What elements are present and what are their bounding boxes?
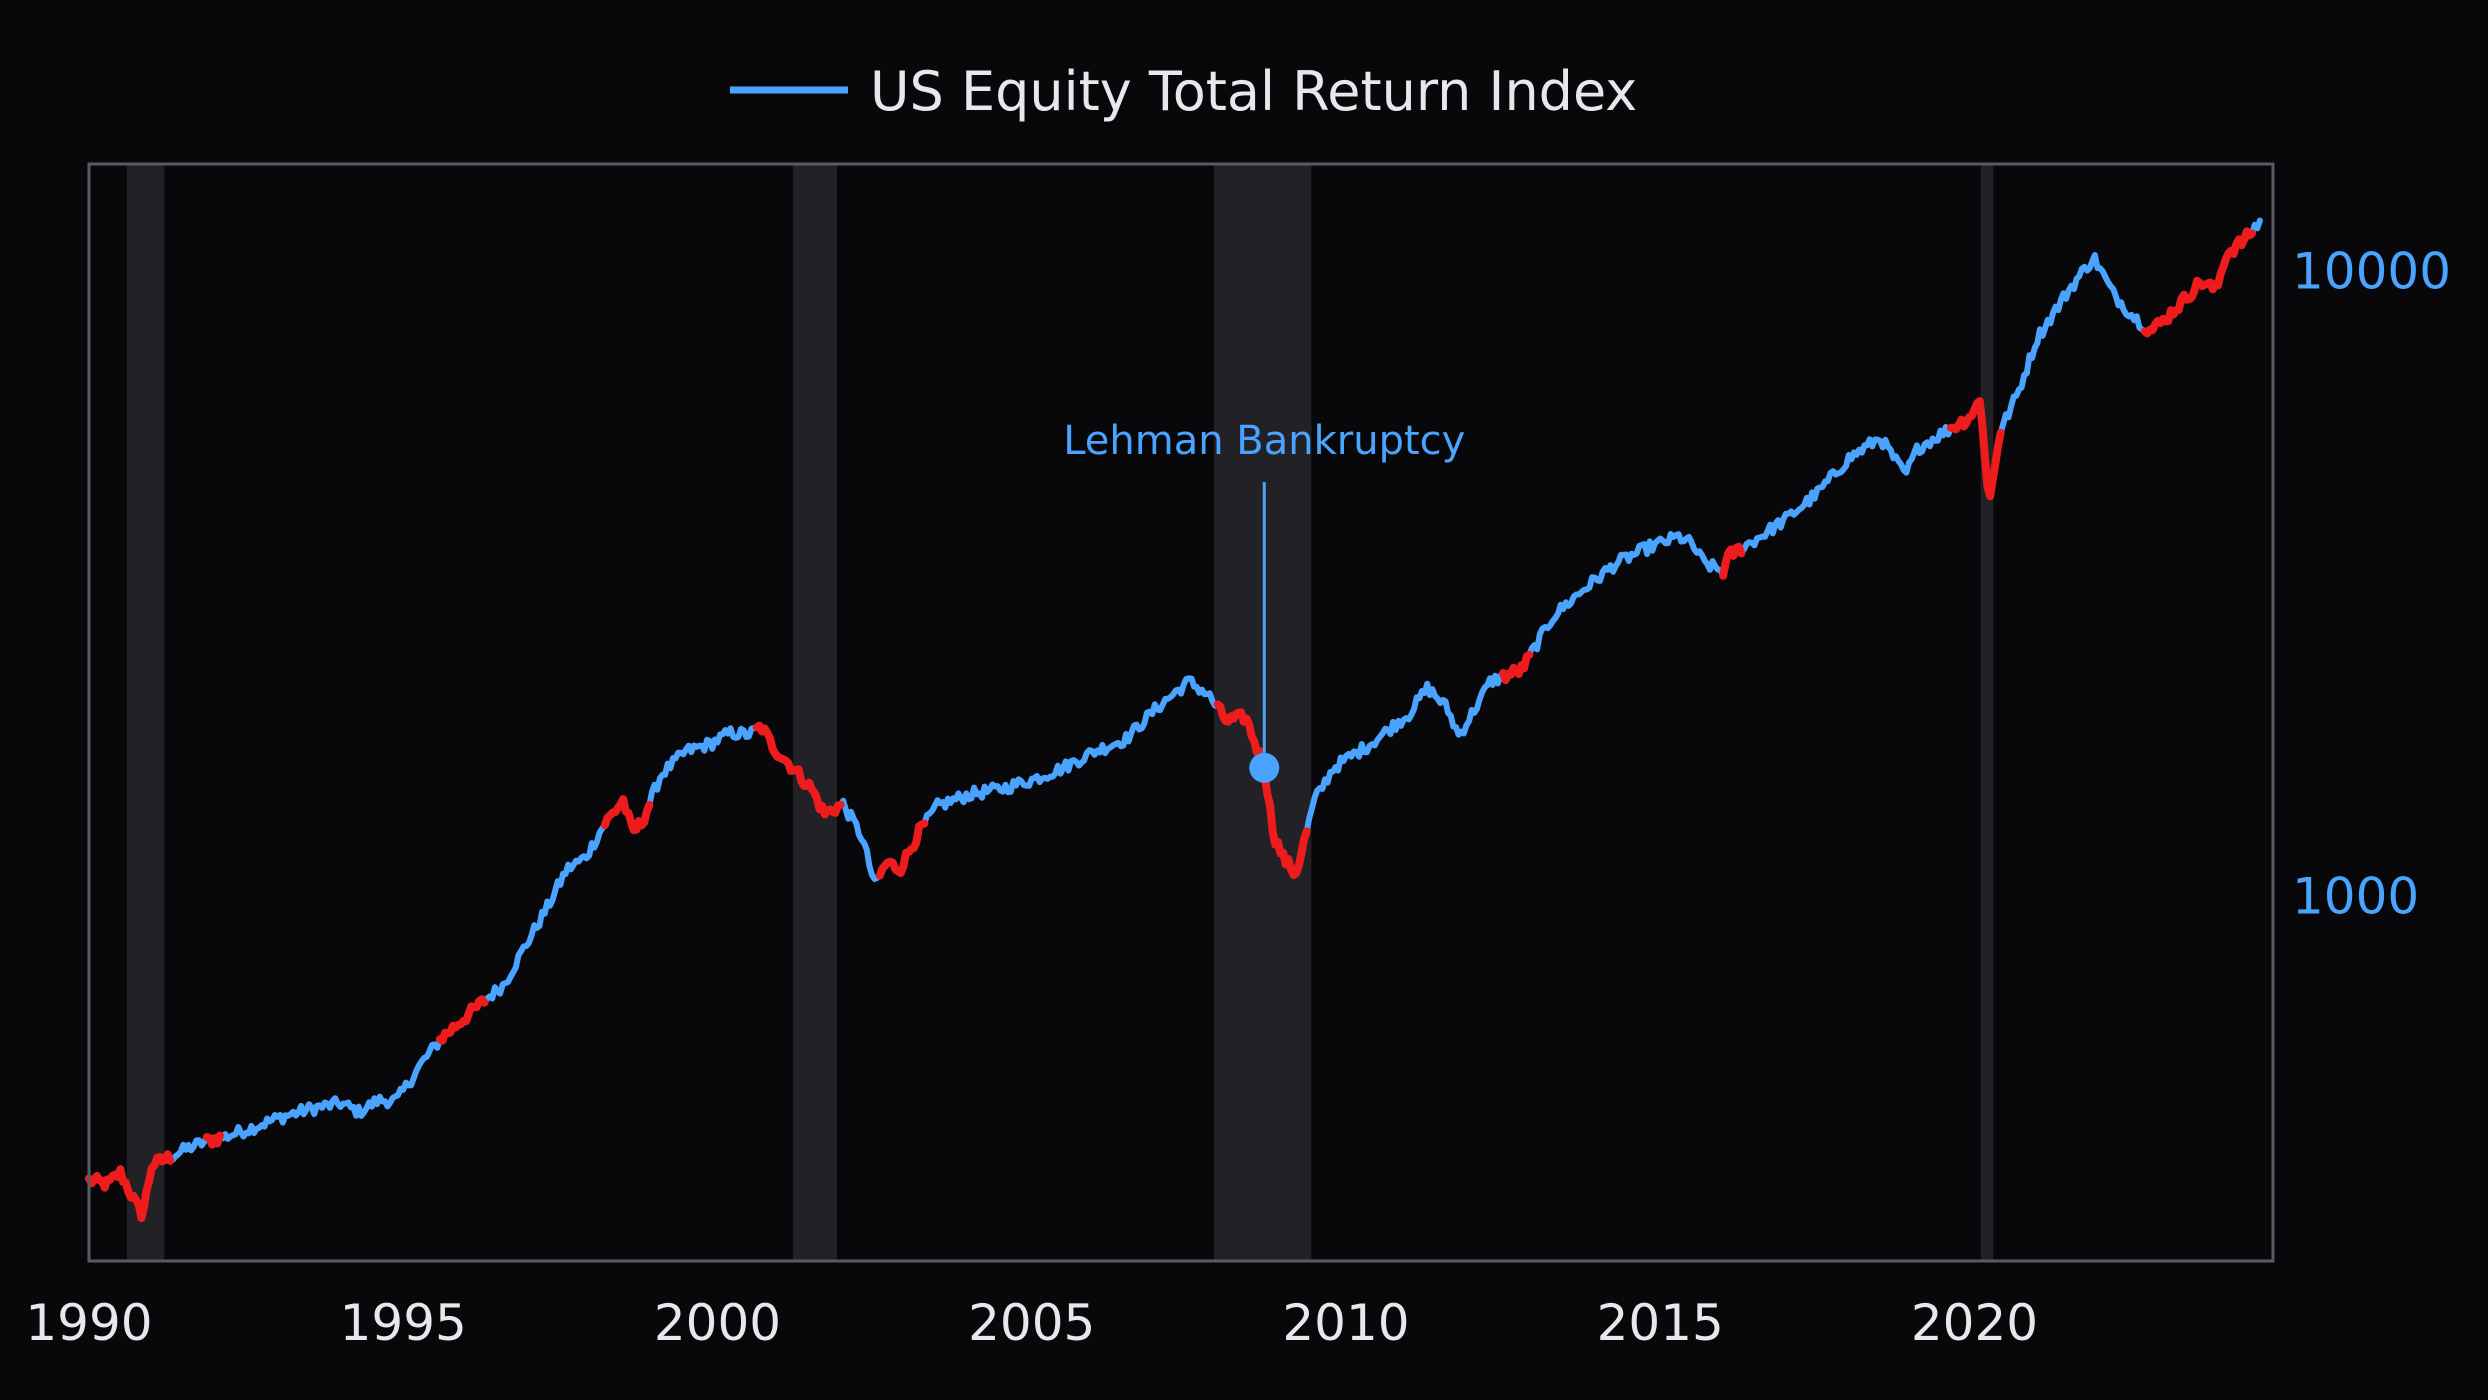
highlight-segment-9 — [1946, 397, 2005, 501]
highlight-segment-3 — [600, 795, 654, 835]
x-tick-label-2020: 2020 — [1911, 1294, 2038, 1352]
recession-band-0 — [126, 164, 165, 1261]
y-tick-label-1000: 1000 — [2292, 867, 2419, 925]
recession-band-3 — [1980, 164, 1994, 1261]
highlight-segment-10 — [2140, 227, 2257, 338]
highlight-segment-1 — [202, 1131, 224, 1149]
annotation-label: Lehman Bankruptcy — [1063, 418, 1465, 464]
x-tick-label-2005: 2005 — [968, 1294, 1095, 1352]
annotation-marker — [1249, 752, 1280, 783]
x-tick-label-2010: 2010 — [1282, 1294, 1409, 1352]
x-axis: 1990 1995 2000 2005 2010 2015 2020 — [25, 1294, 2038, 1352]
legend-label: US Equity Total Return Index — [870, 60, 1637, 123]
recession-bands — [126, 164, 1994, 1261]
x-tick-label-1990: 1990 — [25, 1294, 152, 1352]
series-line — [86, 217, 2263, 1222]
x-tick-label-2015: 2015 — [1597, 1294, 1724, 1352]
y-tick-label-10000: 10000 — [2292, 242, 2451, 300]
x-tick-label-1995: 1995 — [340, 1294, 467, 1352]
y-axis: 1000 10000 — [2292, 242, 2451, 925]
x-tick-label-2000: 2000 — [654, 1294, 781, 1352]
legend: US Equity Total Return Index — [730, 60, 1637, 123]
highlight-segment-0 — [85, 1150, 175, 1223]
highlight-segment-4 — [752, 721, 845, 819]
recession-band-2 — [1213, 164, 1312, 1261]
annotation-group: Lehman Bankruptcy — [1063, 418, 1465, 783]
highlight-segment-7 — [1499, 650, 1534, 685]
series-path-us-equity — [86, 217, 2263, 1222]
highlight-segment-5 — [875, 819, 929, 880]
highlight-segment-8 — [1719, 542, 1746, 580]
recession-band-1 — [792, 164, 837, 1261]
plot-frame — [87, 162, 2275, 1263]
highlight-segment-2 — [435, 995, 489, 1045]
